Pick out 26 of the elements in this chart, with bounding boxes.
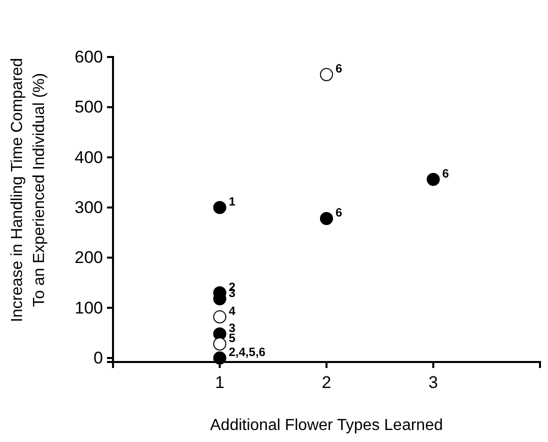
point [213, 337, 226, 350]
annotation: 2,4,5,6 [228, 344, 266, 359]
x-axis-title: Additional Flower Types Learned [210, 417, 443, 434]
y-tick-label: 200 [74, 248, 103, 268]
annotation: 3 [228, 320, 236, 335]
annotation: 4 [228, 304, 236, 318]
y-tick-label: 300 [74, 198, 103, 217]
x-tick-label: 1 [215, 373, 224, 392]
annotation: 6 [442, 166, 450, 180]
point [213, 200, 226, 214]
y-tick-label: 500 [74, 98, 103, 117]
point [213, 310, 226, 324]
y-tick-label: 100 [74, 298, 103, 318]
x-tick-label: 2 [322, 373, 332, 392]
y-tick-label: 0 [94, 348, 103, 368]
y-tick-label: 400 [74, 148, 103, 167]
y-axis-title: Increase in Handling Time Compared To an Experienced Individual (%) [9, 58, 48, 322]
x-tick-label: 3 [428, 373, 438, 392]
annotation: 6 [336, 206, 342, 220]
annotation: 1 [228, 194, 236, 208]
annotation: 6 [336, 62, 342, 76]
y-tick-label: 600 [74, 47, 103, 66]
point [320, 212, 334, 226]
point [320, 68, 334, 82]
point [426, 172, 440, 186]
point [213, 351, 226, 365]
